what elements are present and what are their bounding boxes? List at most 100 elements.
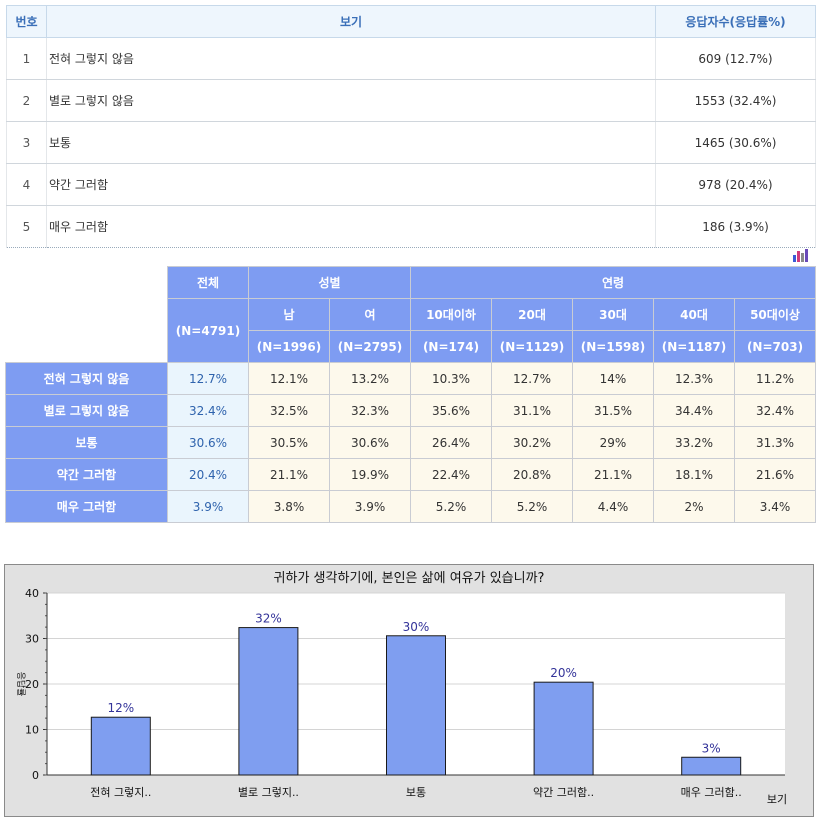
- header-gender: 성별: [248, 266, 411, 299]
- crosstab-cell: 18.1%: [653, 458, 735, 491]
- crosstab-cell: 22.4%: [410, 458, 492, 491]
- row-count: 978 (20.4%): [655, 163, 816, 206]
- row-count: 186 (3.9%): [655, 205, 816, 248]
- x-tick-label: 보통: [406, 786, 426, 799]
- header-age-40s: 40대: [653, 298, 735, 331]
- crosstab-row: 보통 30.6% 30.5% 30.6% 26.4% 30.2% 29% 33.…: [5, 426, 816, 459]
- y-axis-label: 응답률: [15, 672, 27, 697]
- row-no: 5: [6, 205, 47, 248]
- header-total-n: (N=4791): [167, 298, 249, 363]
- crosstab-cell: 12.3%: [653, 362, 735, 395]
- crosstab-row: 별로 그렇지 않음 32.4% 32.5% 32.3% 35.6% 31.1% …: [5, 394, 816, 427]
- crosstab-cell: 13.2%: [329, 362, 411, 395]
- header-male: 남: [248, 298, 330, 331]
- y-tick-label: 0: [32, 769, 39, 782]
- crosstab-cell: 31.3%: [734, 426, 816, 459]
- crosstab-cell: 32.5%: [248, 394, 330, 427]
- crosstab-cell-total: 3.9%: [167, 490, 249, 523]
- corner-blank: [5, 266, 168, 363]
- chart-title: 귀하가 생각하기에, 본인은 삶에 여유가 있습니까?: [274, 571, 545, 586]
- row-option: 전혀 그렇지 않음: [46, 37, 656, 80]
- crosstab-cell: 11.2%: [734, 362, 816, 395]
- crosstab-cell: 21.1%: [248, 458, 330, 491]
- row-option: 별로 그렇지 않음: [46, 79, 656, 122]
- crosstab-cell: 31.5%: [572, 394, 654, 427]
- crosstab-cell-total: 20.4%: [167, 458, 249, 491]
- crosstab-cell: 2%: [653, 490, 735, 523]
- summary-row: 3 보통 1465 (30.6%): [6, 121, 816, 164]
- crosstab-row: 매우 그러함 3.9% 3.8% 3.9% 5.2% 5.2% 4.4% 2% …: [5, 490, 816, 523]
- summary-table: 번호 보기 응답자수(응답률%) 1 전혀 그렇지 않음 609 (12.7%)…: [6, 5, 816, 248]
- crosstab-cell-total: 12.7%: [167, 362, 249, 395]
- row-count: 609 (12.7%): [655, 37, 816, 80]
- header-female: 여: [329, 298, 411, 331]
- bar-data-label: 20%: [550, 666, 577, 680]
- crosstab-row-label: 보통: [5, 426, 168, 459]
- bar-data-label: 32%: [255, 612, 282, 626]
- row-no: 2: [6, 79, 47, 122]
- crosstab-cell: 20.8%: [491, 458, 573, 491]
- crosstab-cell: 5.2%: [410, 490, 492, 523]
- y-tick-label: 20: [25, 678, 39, 691]
- crosstab-cell: 30.5%: [248, 426, 330, 459]
- bar: [90, 716, 151, 776]
- crosstab-cell: 14%: [572, 362, 654, 395]
- header-count: 응답자수(응답률%): [655, 5, 816, 38]
- crosstab-cell: 10.3%: [410, 362, 492, 395]
- crosstab-cell: 12.1%: [248, 362, 330, 395]
- crosstab-cell: 34.4%: [653, 394, 735, 427]
- crosstab-row: 약간 그러함 20.4% 21.1% 19.9% 22.4% 20.8% 21.…: [5, 458, 816, 491]
- summary-row: 4 약간 그러함 978 (20.4%): [6, 163, 816, 206]
- crosstab-cell: 30.2%: [491, 426, 573, 459]
- header-age-20s: 20대: [491, 298, 573, 331]
- header-age-10s: 10대이하: [410, 298, 492, 331]
- header-age-50s: 50대이상: [734, 298, 816, 331]
- header-male-n: (N=1996): [248, 330, 330, 363]
- crosstab-cell-total: 30.6%: [167, 426, 249, 459]
- crosstab-cell: 26.4%: [410, 426, 492, 459]
- crosstab-table: 전체 성별 연령 (N=4791) 남 여 10대이하 20대 30대 40대 …: [5, 266, 816, 523]
- row-option: 약간 그러함: [46, 163, 656, 206]
- header-age-30s: 30대: [572, 298, 654, 331]
- crosstab-cell: 32.3%: [329, 394, 411, 427]
- bar-chart-icon[interactable]: [792, 248, 810, 262]
- crosstab-cell-total: 32.4%: [167, 394, 249, 427]
- crosstab-cell: 3.9%: [329, 490, 411, 523]
- x-tick-label: 전혀 그렇지..: [90, 786, 151, 799]
- crosstab-row-label: 매우 그러함: [5, 490, 168, 523]
- crosstab-cell: 35.6%: [410, 394, 492, 427]
- y-tick-label: 10: [25, 724, 39, 737]
- bar-chart: 귀하가 생각하기에, 본인은 삶에 여유가 있습니까? 0 10 20 30 40 12%…: [15, 571, 787, 806]
- bar: [533, 681, 594, 776]
- row-count: 1553 (32.4%): [655, 79, 816, 122]
- y-tick-label: 30: [25, 633, 39, 646]
- summary-row: 2 별로 그렇지 않음 1553 (32.4%): [6, 79, 816, 122]
- crosstab-row-label: 전혀 그렇지 않음: [5, 362, 168, 395]
- header-total: 전체: [167, 266, 249, 299]
- header-option: 보기: [46, 5, 656, 38]
- y-tick-label: 40: [25, 587, 39, 600]
- crosstab-cell: 3.8%: [248, 490, 330, 523]
- summary-row: 5 매우 그러함 186 (3.9%): [6, 205, 816, 248]
- header-no: 번호: [6, 5, 47, 38]
- crosstab-row-label: 약간 그러함: [5, 458, 168, 491]
- crosstab-cell: 32.4%: [734, 394, 816, 427]
- summary-header-row: 번호 보기 응답자수(응답률%): [6, 5, 816, 38]
- bar-data-label: 30%: [403, 620, 430, 634]
- crosstab-cell: 3.4%: [734, 490, 816, 523]
- x-tick-label: 별로 그렇지..: [238, 786, 299, 799]
- bar: [386, 635, 446, 776]
- header-age: 연령: [410, 266, 816, 299]
- bar-data-label: 3%: [702, 741, 721, 755]
- crosstab-cell: 21.1%: [572, 458, 654, 491]
- x-axis-label: 보기: [767, 793, 787, 806]
- crosstab-cell: 30.6%: [329, 426, 411, 459]
- row-no: 4: [6, 163, 47, 206]
- row-option: 매우 그러함: [46, 205, 656, 248]
- crosstab-row-label: 별로 그렇지 않음: [5, 394, 168, 427]
- crosstab-cell: 33.2%: [653, 426, 735, 459]
- bar: [238, 627, 299, 776]
- header-age-20s-n: (N=1129): [491, 330, 573, 363]
- header-age-30s-n: (N=1598): [572, 330, 654, 363]
- crosstab-cell: 12.7%: [491, 362, 573, 395]
